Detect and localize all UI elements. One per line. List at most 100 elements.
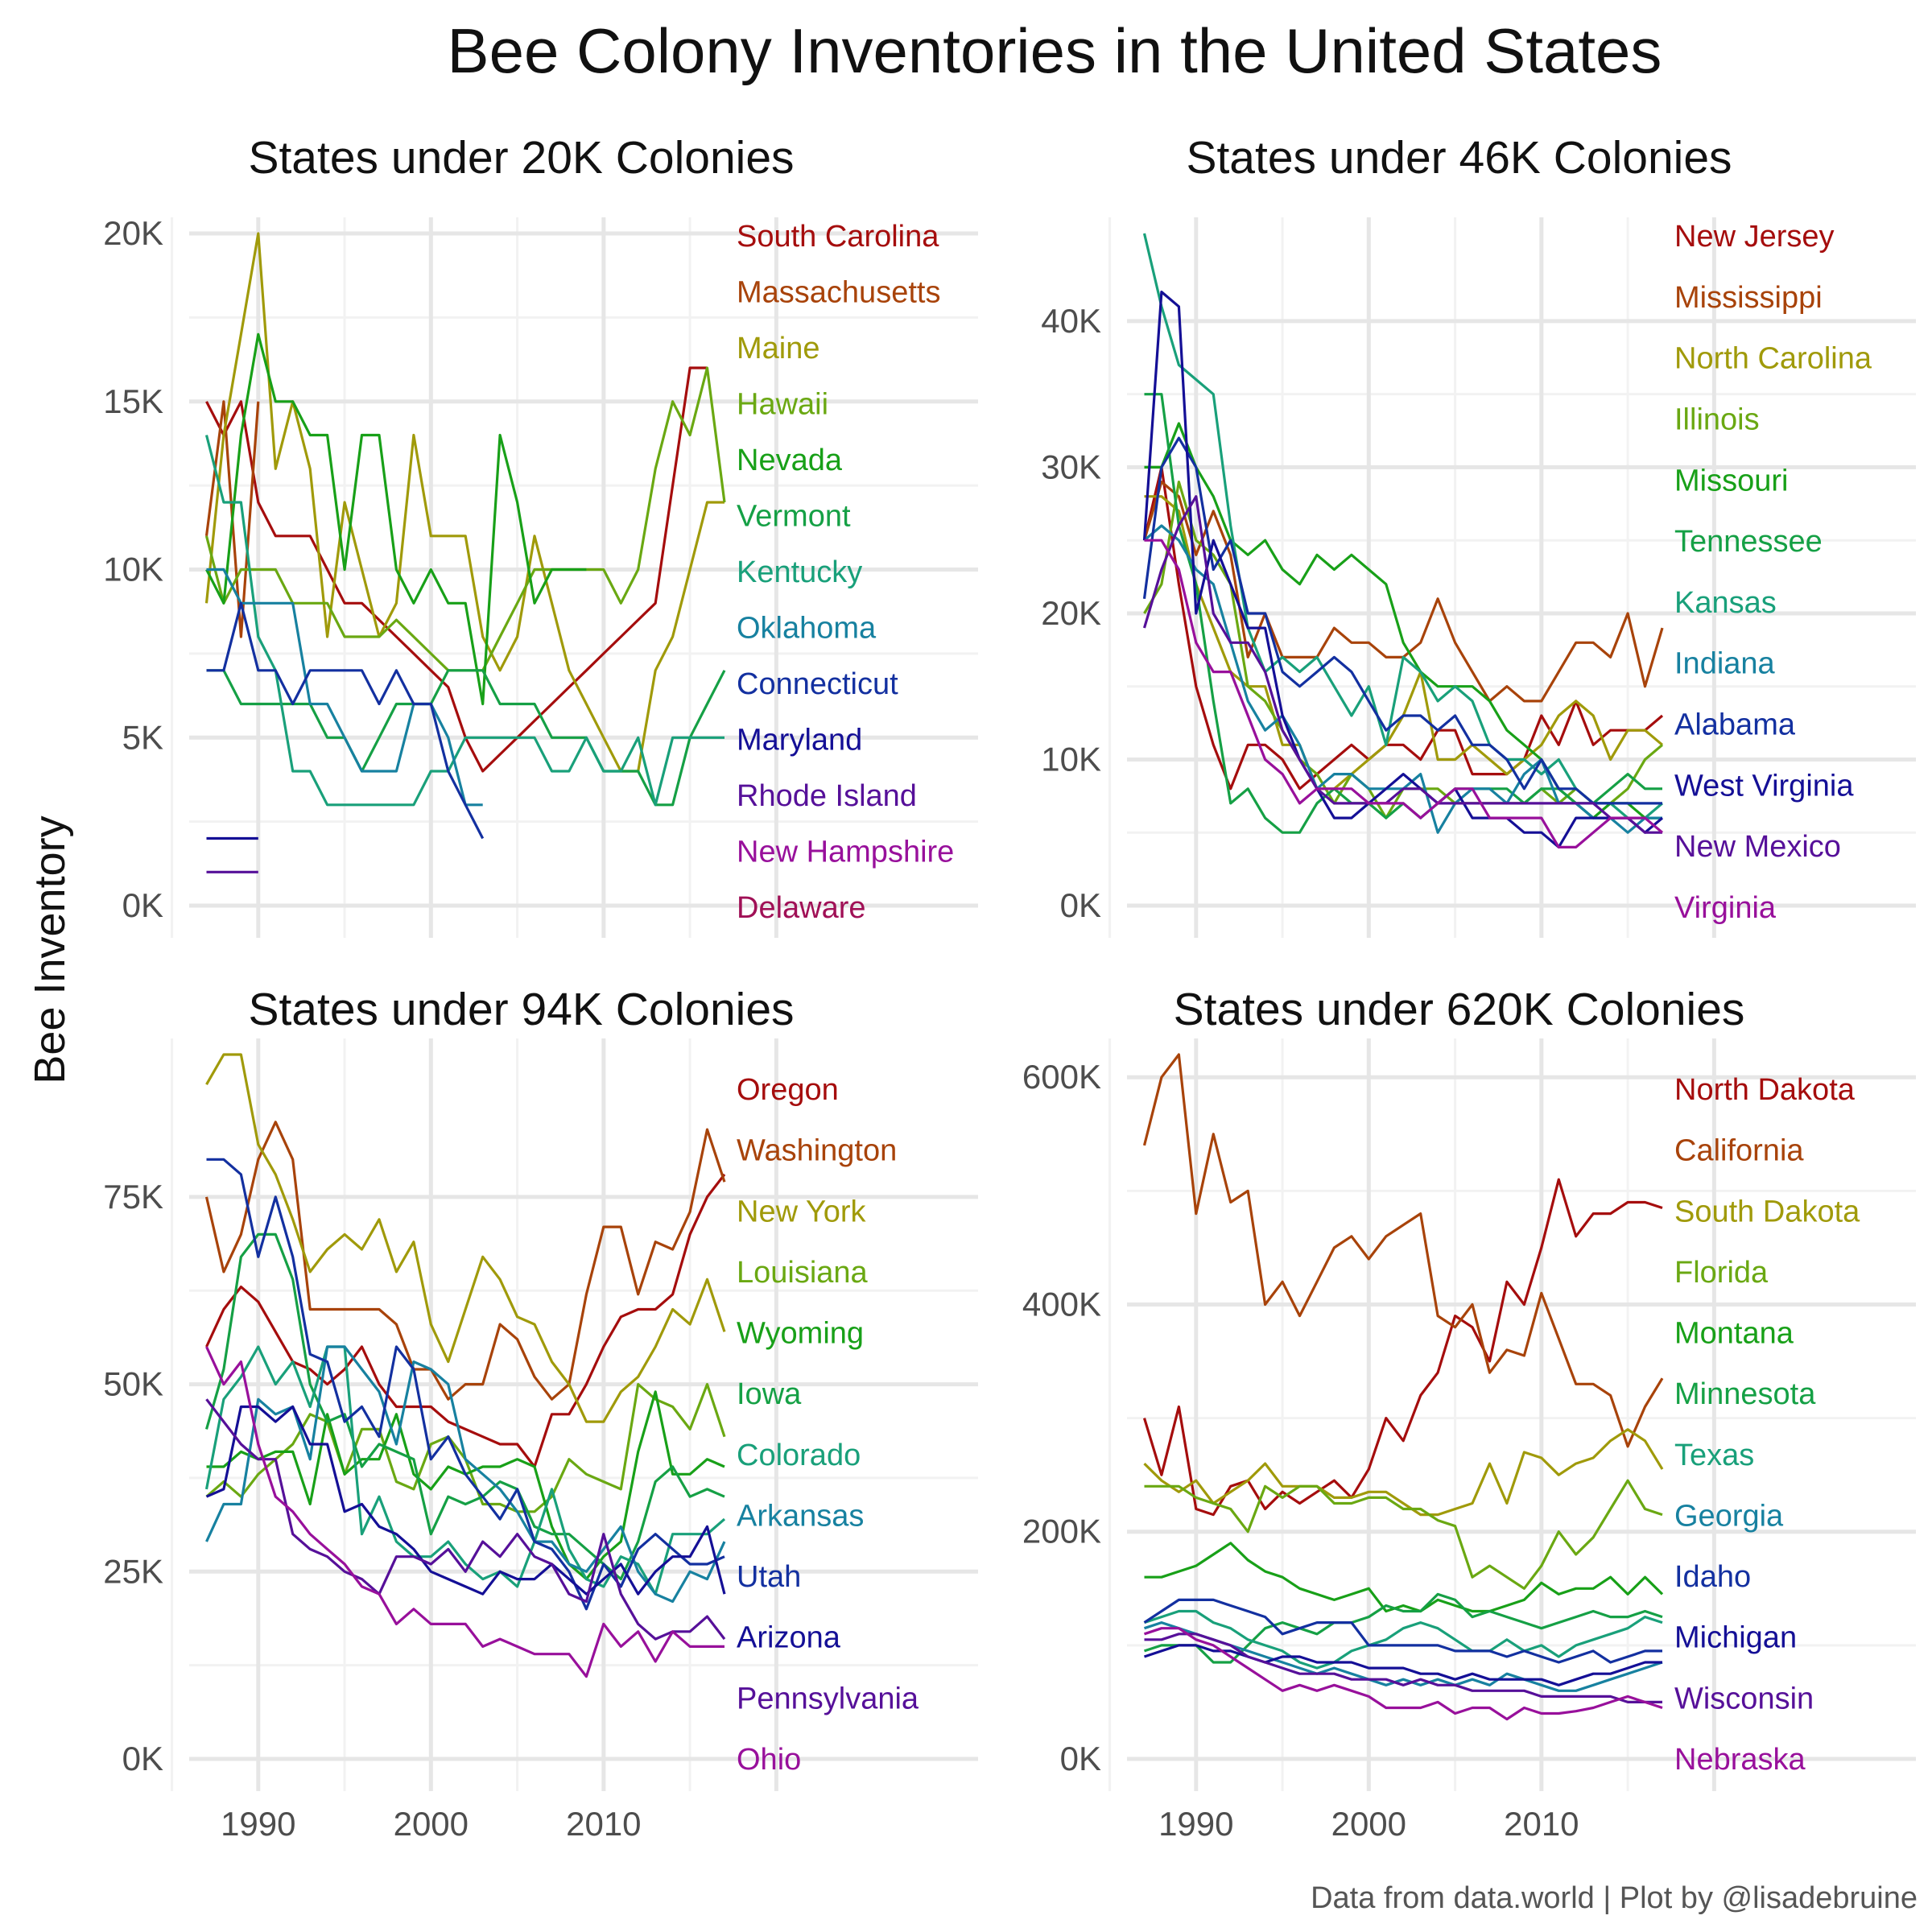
legend-label: New York bbox=[737, 1195, 867, 1228]
panel-title: States under 20K Colonies bbox=[248, 132, 794, 184]
y-tick-label: 20K bbox=[1041, 594, 1101, 632]
series-line-pennsylvania bbox=[205, 1398, 726, 1641]
y-tick-label: 30K bbox=[1041, 448, 1101, 485]
y-tick-label: 200K bbox=[1022, 1513, 1101, 1550]
legend-label: Minnesota bbox=[1674, 1377, 1816, 1411]
panel-title: States under 620K Colonies bbox=[1174, 984, 1745, 1035]
y-tick-label: 25K bbox=[103, 1552, 163, 1590]
series-line-new-york bbox=[205, 1053, 726, 1423]
series-line-north-dakota bbox=[1142, 1178, 1663, 1517]
panel-3: 0K 25K 50K 75K 1990 2000 2010 States under 94K … bbox=[103, 984, 978, 1843]
legend-label: Kentucky bbox=[737, 555, 862, 589]
series-line-south-carolina bbox=[205, 366, 708, 773]
x-tick-label: 2000 bbox=[394, 1805, 469, 1843]
x-tick-label: 2000 bbox=[1331, 1805, 1406, 1843]
legend-label: Maine bbox=[737, 332, 820, 365]
legend-label: New Mexico bbox=[1674, 830, 1841, 864]
legend-label: Massachusetts bbox=[737, 276, 940, 310]
x-tick-label: 2010 bbox=[1504, 1805, 1579, 1843]
series-line-wisconsin bbox=[1144, 1633, 1662, 1703]
series-line-connecticut bbox=[206, 601, 485, 840]
series-line-south-dakota bbox=[1143, 1428, 1664, 1517]
series-line-california bbox=[1142, 1053, 1664, 1448]
series-line-minnesota bbox=[1144, 1592, 1663, 1664]
x-tick-label: 1990 bbox=[221, 1805, 295, 1843]
legend-label: Mississippi bbox=[1674, 281, 1823, 315]
panels: 0K 5K 10K 15K 20K States under 20K Colonies So… bbox=[103, 132, 1916, 1843]
legend-label: Delaware bbox=[737, 891, 866, 925]
legend-label: Georgia bbox=[1674, 1499, 1784, 1533]
panel-4: 0K 200K 400K 600K 1990 2000 2010 States under 6… bbox=[1022, 984, 1916, 1843]
legend-label: South Carolina bbox=[737, 220, 939, 254]
series-line-georgia bbox=[1143, 1621, 1663, 1692]
legend-label: Missouri bbox=[1674, 464, 1788, 497]
series-line-oklahoma bbox=[206, 568, 483, 807]
legend-label: Nebraska bbox=[1674, 1743, 1806, 1777]
y-tick-label: 5K bbox=[122, 718, 163, 756]
legend-label: Michigan bbox=[1674, 1621, 1797, 1655]
y-tick-label: 0K bbox=[122, 1740, 163, 1777]
series-line-texas bbox=[1144, 1609, 1663, 1670]
legend-label: North Carolina bbox=[1674, 342, 1872, 376]
legend-label: New Jersey bbox=[1674, 220, 1835, 254]
series-line-michigan bbox=[1143, 1644, 1662, 1686]
legend-label: Texas bbox=[1674, 1439, 1754, 1472]
series-line-wyoming bbox=[206, 1390, 725, 1581]
series-line-maine bbox=[204, 232, 724, 773]
panel-title: States under 46K Colonies bbox=[1186, 132, 1732, 184]
series-line-hawaii bbox=[204, 366, 726, 672]
legend-label: Rhode Island bbox=[737, 779, 917, 813]
legend-label: Utah bbox=[737, 1560, 801, 1594]
y-tick-label: 400K bbox=[1022, 1285, 1101, 1323]
series-line-idaho bbox=[1143, 1598, 1662, 1664]
y-tick-label: 15K bbox=[103, 382, 163, 420]
legend-label: Tennessee bbox=[1674, 525, 1823, 559]
series-line-montana bbox=[1144, 1542, 1664, 1613]
legend-label: Alabama bbox=[1674, 708, 1796, 742]
panel-1: 0K 5K 10K 15K 20K States under 20K Colonies So… bbox=[103, 132, 978, 938]
legend-label: California bbox=[1674, 1134, 1804, 1168]
panel-2: 0K 10K 20K 30K 40K States under 46K Colonies N… bbox=[1041, 132, 1916, 938]
legend-label: Virginia bbox=[1674, 891, 1777, 925]
y-axis-label: Bee Inventory bbox=[26, 815, 74, 1084]
legend-label: Arizona bbox=[737, 1621, 841, 1655]
x-tick-label: 2010 bbox=[566, 1805, 641, 1843]
caption: Data from data.world | Plot by @lisadebr… bbox=[1311, 1881, 1918, 1915]
legend-label: Pennsylvania bbox=[737, 1682, 919, 1715]
series-line-mississippi bbox=[1142, 481, 1664, 703]
legend-label: Indiana bbox=[1674, 647, 1776, 681]
series-line-nevada bbox=[205, 332, 587, 706]
legend-label: Wisconsin bbox=[1674, 1682, 1814, 1715]
series-line-virginia bbox=[1144, 539, 1664, 848]
legend-label: West Virginia bbox=[1674, 769, 1854, 803]
legend-label: Montana bbox=[1674, 1317, 1794, 1351]
legend-label: North Dakota bbox=[1674, 1073, 1856, 1107]
legend-label: Washington bbox=[737, 1134, 897, 1168]
panel-title: States under 94K Colonies bbox=[248, 984, 794, 1035]
legend-label: Oklahoma bbox=[737, 612, 877, 646]
series-line-florida bbox=[1144, 1479, 1663, 1590]
y-tick-label: 600K bbox=[1022, 1058, 1101, 1096]
series-line-colorado bbox=[204, 1345, 726, 1596]
chart-title: Bee Colony Inventories in the United Sta… bbox=[448, 15, 1662, 86]
x-tick-label: 1990 bbox=[1158, 1805, 1233, 1843]
y-tick-label: 10K bbox=[1041, 740, 1101, 778]
legend-label: Ohio bbox=[737, 1743, 801, 1777]
y-tick-label: 10K bbox=[103, 551, 163, 588]
legend-label: Louisiana bbox=[737, 1256, 869, 1290]
y-tick-label: 75K bbox=[103, 1178, 163, 1216]
legend-label: Connecticut bbox=[737, 667, 898, 701]
y-tick-label: 0K bbox=[1060, 886, 1101, 924]
series-line-new-mexico bbox=[1142, 495, 1662, 834]
y-tick-label: 40K bbox=[1041, 302, 1101, 340]
legend-label: Maryland bbox=[737, 724, 862, 758]
legend-label: Hawaii bbox=[737, 388, 828, 422]
legend-label: Vermont bbox=[737, 500, 851, 534]
legend-label: Kansas bbox=[1674, 586, 1777, 620]
legend-label: Wyoming bbox=[737, 1317, 864, 1351]
series-line-ohio bbox=[205, 1346, 724, 1678]
legend-label: Iowa bbox=[737, 1377, 802, 1411]
series-line-kentucky bbox=[204, 435, 724, 807]
legend-label: Colorado bbox=[737, 1439, 861, 1472]
